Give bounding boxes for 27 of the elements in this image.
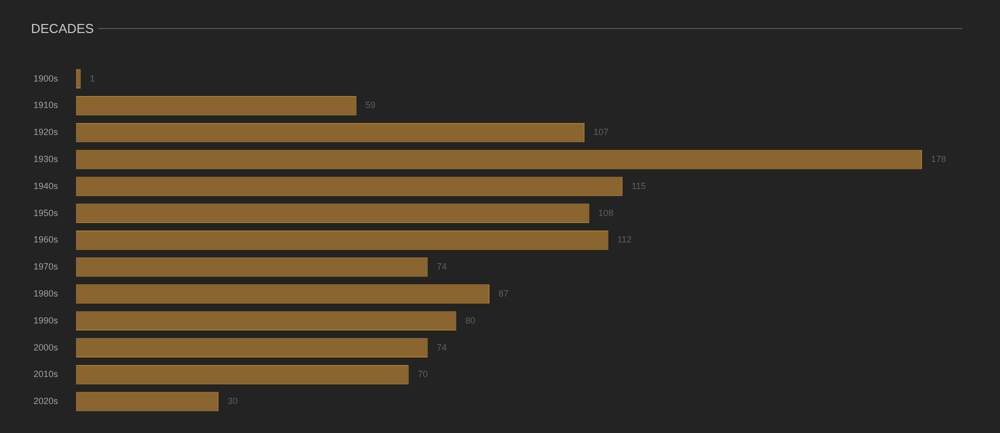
data-label: 115 — [632, 180, 646, 191]
data-label: 70 — [418, 369, 428, 380]
y-tick-label: 1960s — [33, 234, 58, 245]
y-tick-label: 2020s — [33, 396, 58, 406]
data-label: 1 — [90, 73, 95, 84]
data-label: 59 — [365, 100, 376, 110]
data-label: 74 — [436, 342, 447, 352]
data-label: 112 — [617, 234, 632, 245]
y-tick-label: 1970s — [33, 262, 58, 272]
data-label: 108 — [598, 208, 614, 218]
data-label: 80 — [465, 315, 476, 326]
y-tick-label: 1980s — [33, 288, 58, 298]
data-label: 30 — [228, 396, 238, 406]
chart-title: DECADES — [31, 21, 94, 36]
y-tick-label: 2000s — [33, 342, 58, 352]
y-tick-label: 1920s — [33, 127, 58, 138]
y-tick-label: 2010s — [33, 369, 58, 380]
y-tick-label: 1930s — [33, 154, 58, 164]
data-label: 178 — [931, 154, 946, 164]
y-tick-label: 1950s — [33, 208, 58, 218]
data-label: 74 — [436, 262, 447, 272]
y-tick-label: 1990s — [33, 315, 58, 326]
data-label: 107 — [594, 127, 609, 138]
y-tick-label: 1940s — [33, 180, 58, 191]
y-tick-label: 1900s — [33, 73, 58, 84]
y-tick-label: 1910s — [33, 100, 58, 110]
data-label: 87 — [498, 288, 509, 298]
